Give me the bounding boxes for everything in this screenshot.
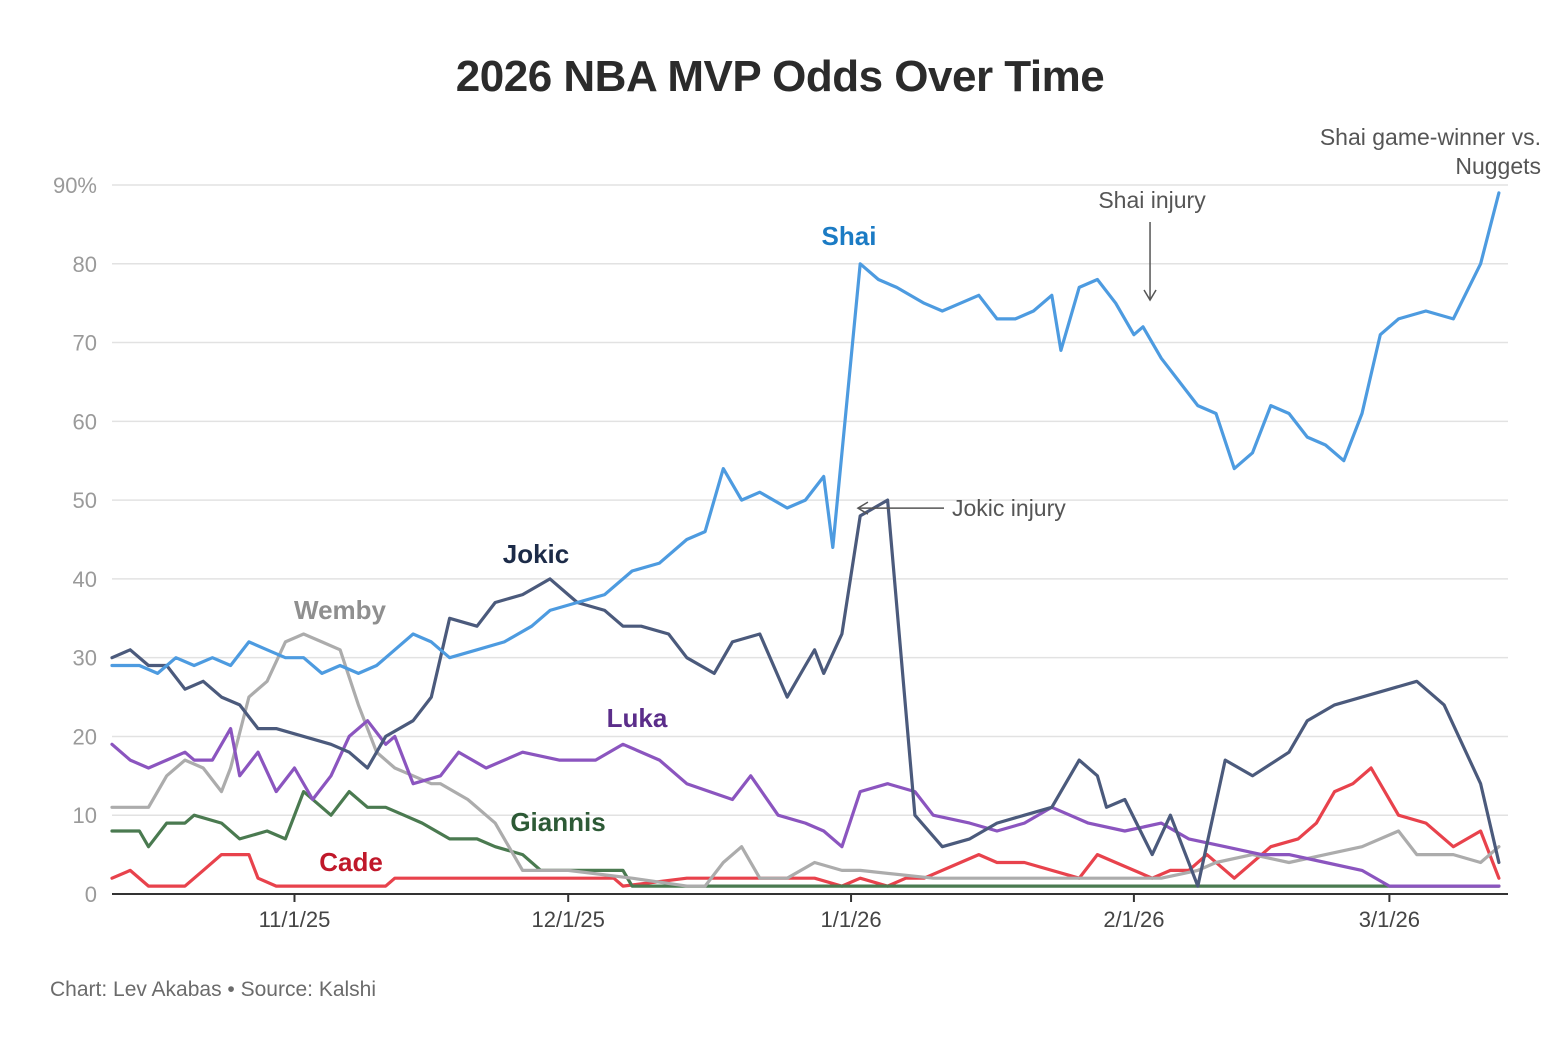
series-label-shai: Shai xyxy=(822,221,877,251)
series-line-wemby xyxy=(110,632,1501,888)
x-tick-label: 12/1/25 xyxy=(532,907,605,932)
annotations: Jokic injury Shai injury Shai game-winner … xyxy=(856,124,1541,521)
series-label-wemby: Wemby xyxy=(294,595,387,625)
y-tick-label: 90% xyxy=(53,173,97,198)
series-label-cade: Cade xyxy=(319,847,383,877)
y-tick-label: 20 xyxy=(73,724,97,749)
annotation-arrowhead-shai xyxy=(1143,289,1157,302)
series-label-giannis: Giannis xyxy=(510,807,605,837)
x-axis: 11/1/25 12/1/25 1/1/26 2/1/26 3/1/26 xyxy=(112,893,1508,932)
y-axis: 0 10 20 30 40 50 60 70 80 90% xyxy=(53,173,97,907)
chart-source-credit: Chart: Lev Akabas • Source: Kalshi xyxy=(50,978,377,1001)
y-tick-label: 60 xyxy=(73,409,97,434)
y-tick-label: 40 xyxy=(73,567,97,592)
annotation-shai-game-winner: Shai game-winner vs. Nuggets xyxy=(1320,124,1541,179)
series-line-jokic xyxy=(110,498,1501,888)
x-tick-label: 2/1/26 xyxy=(1103,907,1164,932)
series-line-cade xyxy=(110,766,1501,888)
x-tick-label: 11/1/25 xyxy=(259,907,331,932)
annotation-line: Nuggets xyxy=(1455,153,1541,179)
series-line-shai xyxy=(110,191,1501,675)
y-tick-label: 80 xyxy=(73,252,97,277)
x-tick-label: 3/1/26 xyxy=(1359,907,1420,932)
y-tick-label: 50 xyxy=(73,488,97,513)
annotation-line: Shai game-winner vs. xyxy=(1320,124,1541,150)
x-tick-label: 1/1/26 xyxy=(820,907,881,932)
gridlines xyxy=(112,184,1508,816)
y-tick-label: 0 xyxy=(85,882,97,907)
series-line-luka xyxy=(110,719,1501,888)
series-label-luka: Luka xyxy=(607,703,668,733)
series-label-jokic: Jokic xyxy=(503,539,570,569)
y-tick-label: 10 xyxy=(73,803,97,828)
chart-title: 2026 NBA MVP Odds Over Time xyxy=(455,52,1105,101)
series-labels: Cade Giannis Wemby Luka Jokic Shai xyxy=(294,221,876,877)
annotation-shai-injury: Shai injury xyxy=(1098,187,1206,213)
y-tick-label: 70 xyxy=(73,331,97,356)
annotation-jokic-injury: Jokic injury xyxy=(952,495,1066,521)
y-tick-label: 30 xyxy=(73,646,97,671)
annotation-arrowhead-jokic xyxy=(856,501,869,515)
series-lines xyxy=(110,191,1501,888)
